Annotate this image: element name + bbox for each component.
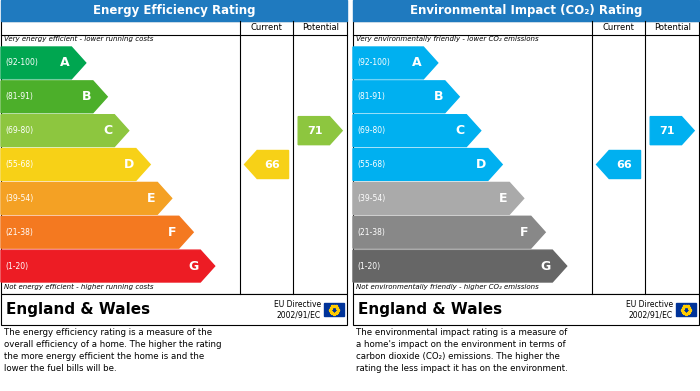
- Text: England & Wales: England & Wales: [358, 302, 502, 317]
- Polygon shape: [353, 81, 459, 113]
- Text: (21-38): (21-38): [357, 228, 385, 237]
- Text: (39-54): (39-54): [5, 194, 34, 203]
- Polygon shape: [353, 47, 438, 79]
- Text: A: A: [412, 56, 421, 70]
- Text: Current: Current: [603, 23, 634, 32]
- Text: C: C: [455, 124, 464, 137]
- Polygon shape: [1, 183, 171, 214]
- Text: C: C: [104, 124, 113, 137]
- Text: England & Wales: England & Wales: [6, 302, 150, 317]
- Text: A: A: [60, 56, 69, 70]
- Polygon shape: [650, 117, 694, 145]
- Polygon shape: [353, 115, 481, 147]
- Bar: [353, 294, 699, 325]
- Text: G: G: [540, 260, 550, 273]
- Polygon shape: [298, 117, 342, 145]
- Text: D: D: [475, 158, 486, 171]
- Text: E: E: [147, 192, 155, 205]
- Text: 71: 71: [307, 126, 323, 136]
- Text: (55-68): (55-68): [5, 160, 33, 169]
- Text: 66: 66: [264, 160, 280, 170]
- Text: (92-100): (92-100): [5, 58, 38, 67]
- Polygon shape: [353, 216, 545, 248]
- Bar: [324, 303, 344, 316]
- Text: 71: 71: [659, 126, 674, 136]
- Text: Very environmentally friendly - lower CO₂ emissions: Very environmentally friendly - lower CO…: [356, 36, 538, 42]
- Bar: [1, 294, 347, 325]
- Text: Not energy efficient - higher running costs: Not energy efficient - higher running co…: [4, 284, 153, 290]
- Text: B: B: [81, 90, 91, 103]
- Text: (1-20): (1-20): [357, 262, 380, 271]
- Text: EU Directive
2002/91/EC: EU Directive 2002/91/EC: [626, 300, 673, 319]
- Text: E: E: [499, 192, 508, 205]
- Polygon shape: [353, 250, 567, 282]
- Text: 66: 66: [616, 160, 632, 170]
- Text: Energy Efficiency Rating: Energy Efficiency Rating: [92, 4, 256, 17]
- Text: Very energy efficient - lower running costs: Very energy efficient - lower running co…: [4, 36, 153, 42]
- Text: (81-91): (81-91): [357, 92, 385, 101]
- Text: (21-38): (21-38): [5, 228, 33, 237]
- Polygon shape: [1, 216, 193, 248]
- Text: (1-20): (1-20): [5, 262, 28, 271]
- Text: Environmental Impact (CO₂) Rating: Environmental Impact (CO₂) Rating: [410, 4, 642, 17]
- Bar: [353, 21, 699, 294]
- Text: (55-68): (55-68): [357, 160, 385, 169]
- Bar: [676, 303, 696, 316]
- Text: The energy efficiency rating is a measure of the
overall efficiency of a home. T: The energy efficiency rating is a measur…: [4, 328, 221, 373]
- Text: (39-54): (39-54): [357, 194, 385, 203]
- Polygon shape: [353, 149, 502, 180]
- Text: (69-80): (69-80): [357, 126, 385, 135]
- Text: F: F: [168, 226, 177, 239]
- Polygon shape: [1, 47, 86, 79]
- Text: The environmental impact rating is a measure of
a home's impact on the environme: The environmental impact rating is a mea…: [356, 328, 568, 373]
- Text: F: F: [520, 226, 528, 239]
- Text: B: B: [433, 90, 443, 103]
- Polygon shape: [353, 183, 524, 214]
- Polygon shape: [596, 151, 640, 179]
- Text: Potential: Potential: [302, 23, 339, 32]
- Polygon shape: [1, 81, 107, 113]
- Text: (69-80): (69-80): [5, 126, 33, 135]
- Polygon shape: [1, 149, 150, 180]
- Text: Current: Current: [251, 23, 283, 32]
- Text: Potential: Potential: [654, 23, 691, 32]
- Polygon shape: [244, 151, 288, 179]
- Text: (92-100): (92-100): [357, 58, 390, 67]
- Polygon shape: [1, 250, 215, 282]
- Polygon shape: [1, 115, 129, 147]
- Text: G: G: [188, 260, 198, 273]
- Bar: [1, 0, 347, 21]
- Text: (81-91): (81-91): [5, 92, 33, 101]
- Text: D: D: [124, 158, 134, 171]
- Text: EU Directive
2002/91/EC: EU Directive 2002/91/EC: [274, 300, 321, 319]
- Bar: [353, 0, 699, 21]
- Bar: [1, 21, 347, 294]
- Text: Not environmentally friendly - higher CO₂ emissions: Not environmentally friendly - higher CO…: [356, 284, 539, 290]
